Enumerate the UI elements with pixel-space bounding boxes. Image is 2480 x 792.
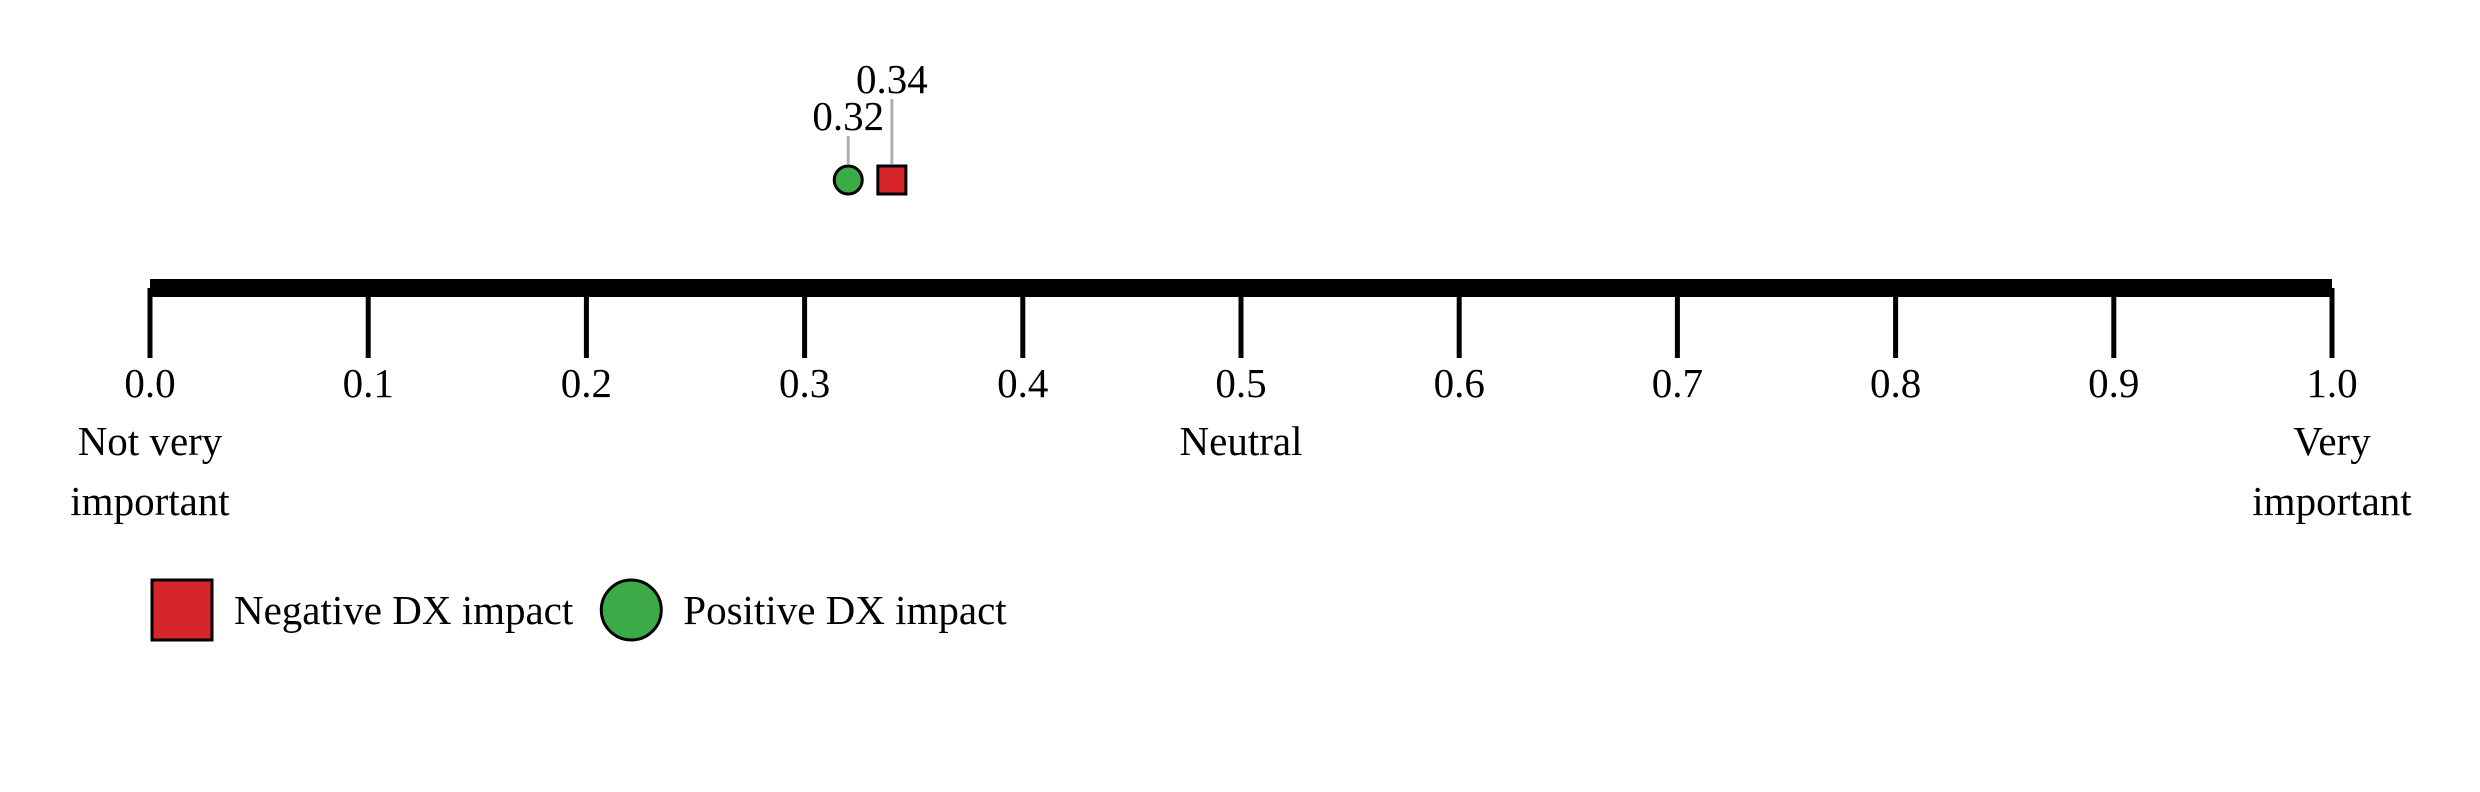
negative-impact-marker xyxy=(876,164,908,196)
tick-mark xyxy=(583,288,589,358)
tick-label: 0.6 xyxy=(1434,360,1485,406)
legend-circle-swatch xyxy=(599,578,663,642)
legend-label: Positive DX impact xyxy=(683,587,1007,633)
anchor-label-high: important xyxy=(2252,478,2412,524)
anchor-label-high: Very xyxy=(2293,418,2371,464)
scale-anchor-labels: Not very important Neutral Very important xyxy=(70,418,2412,524)
tick-label: 0.1 xyxy=(343,360,394,406)
positive-impact-marker xyxy=(832,164,864,196)
data-markers: 0.320.34 xyxy=(812,56,928,196)
tick-label: 0.0 xyxy=(124,360,175,406)
tick-mark xyxy=(2329,288,2335,358)
tick-label: 1.0 xyxy=(2306,360,2357,406)
scale-axis: 0.0 0.1 0.2 0.3 0.4 0.5 0.6 0.7 0.8 0.9 1.0 xyxy=(124,279,2358,406)
tick-mark xyxy=(1456,288,1462,358)
tick-mark xyxy=(1020,288,1026,358)
legend-label: Negative DX impact xyxy=(234,587,574,633)
tick-mark xyxy=(147,288,153,358)
tick-label: 0.7 xyxy=(1652,360,1703,406)
tick-label: 0.9 xyxy=(2088,360,2139,406)
legend-square-swatch xyxy=(150,578,214,642)
value-label: 0.32 xyxy=(812,93,884,139)
legend: Negative DX impact Positive DX impact xyxy=(150,578,1007,642)
anchor-label-mid: Neutral xyxy=(1180,418,1303,464)
tick-mark xyxy=(1893,288,1899,358)
tick-mark xyxy=(2111,288,2117,358)
tick-mark xyxy=(802,288,808,358)
tick-mark xyxy=(365,288,371,358)
value-label: 0.34 xyxy=(856,56,928,102)
anchor-label-low: important xyxy=(70,478,230,524)
tick-label: 0.5 xyxy=(1215,360,1266,406)
anchor-label-low: Not very xyxy=(78,418,223,464)
tick-label: 0.2 xyxy=(561,360,612,406)
tick-mark xyxy=(1674,288,1680,358)
tick-mark xyxy=(1238,288,1244,358)
tick-label: 0.3 xyxy=(779,360,830,406)
tick-label: 0.4 xyxy=(997,360,1048,406)
tick-label: 0.8 xyxy=(1870,360,1921,406)
